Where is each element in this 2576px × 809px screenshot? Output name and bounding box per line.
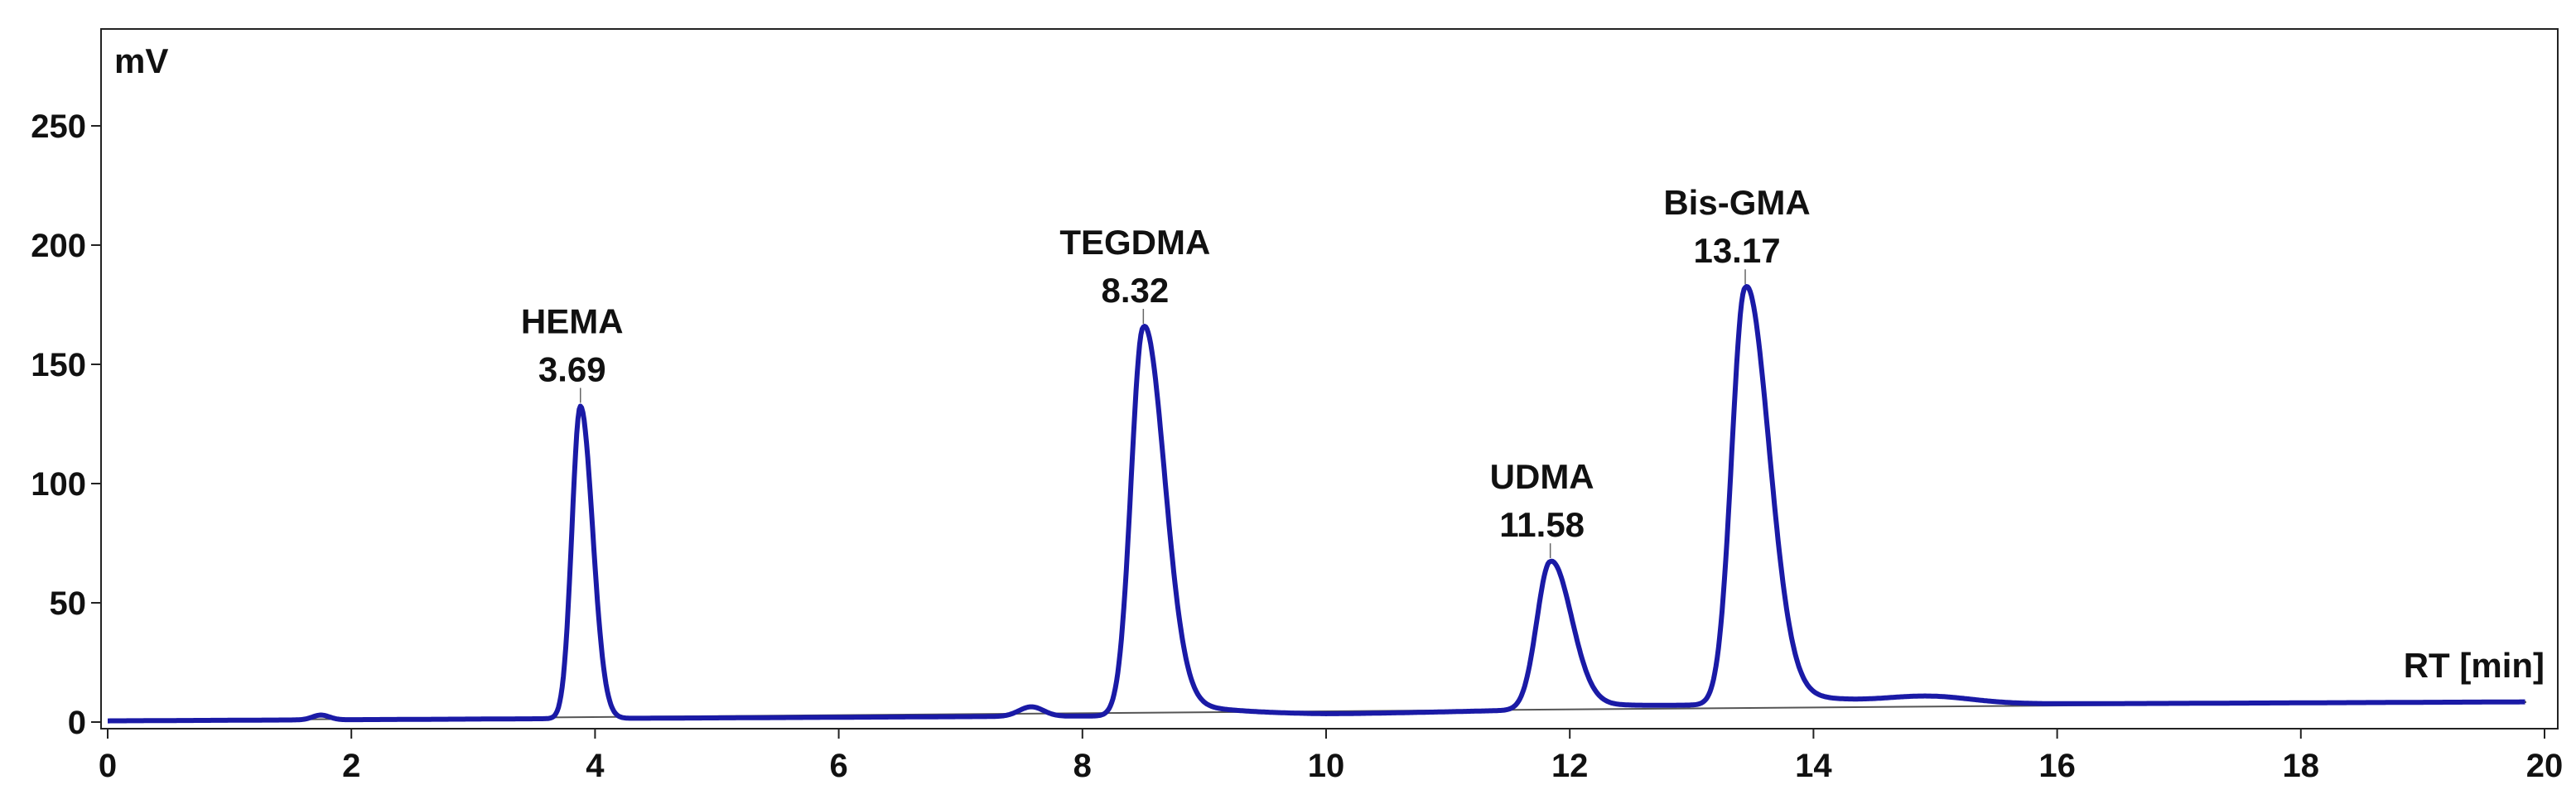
peak-retention-time: 13.17 <box>1693 231 1780 270</box>
x-tick-label: 20 <box>2526 748 2564 784</box>
x-tick-label: 12 <box>1551 748 1589 784</box>
x-axis-unit-label: RT [min] <box>2404 646 2545 685</box>
x-tick-label: 18 <box>2283 748 2320 784</box>
y-tick-label: 150 <box>31 347 86 383</box>
x-tick-label: 10 <box>1308 748 1345 784</box>
peak-name: UDMA <box>1490 457 1594 496</box>
peak-name: HEMA <box>521 301 624 340</box>
x-tick-label: 16 <box>2038 748 2076 784</box>
x-tick-label: 0 <box>99 748 117 784</box>
peak-labels: 3.69 HEMA 8.32 TEGDMA 11.58 UDMA 13.17 Bis-GMA <box>521 183 1811 559</box>
x-tick-label: 4 <box>586 748 605 784</box>
peak-retention-time: 11.58 <box>1499 505 1585 544</box>
plot-frame <box>100 28 2559 730</box>
y-tick-label: 200 <box>31 228 86 264</box>
chromatogram-trace <box>106 284 2526 724</box>
y-tick-label: 100 <box>31 466 86 503</box>
y-tick-label: 0 <box>68 705 86 741</box>
x-tick-label: 2 <box>342 748 360 784</box>
peak-retention-time: 8.32 <box>1101 271 1169 310</box>
y-tick-label: 50 <box>50 585 87 622</box>
x-tick-label: 14 <box>1795 748 1832 784</box>
peak-name: Bis-GMA <box>1663 183 1810 222</box>
y-tick-label: 250 <box>31 108 86 145</box>
peak-retention-time: 3.69 <box>538 349 606 388</box>
x-tick-label: 8 <box>1073 748 1092 784</box>
y-axis-unit-label: mV <box>114 41 168 80</box>
peak-name: TEGDMA <box>1059 223 1210 262</box>
x-tick-label: 6 <box>829 748 847 784</box>
